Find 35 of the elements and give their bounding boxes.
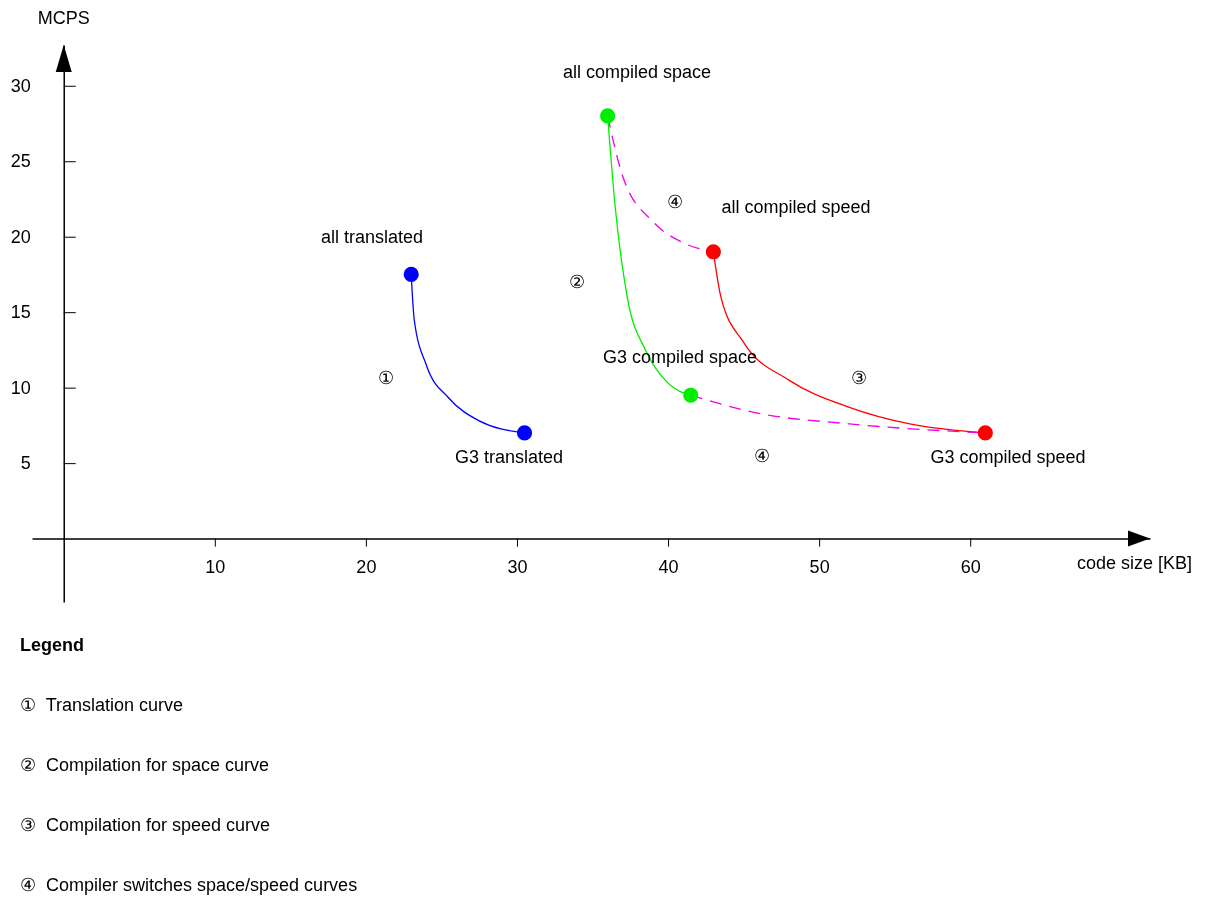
point [705,244,721,260]
y-axis-title: MCPS [37,8,90,28]
y-tick-label: 10 [10,377,31,398]
y-tick-label: 5 [20,453,31,474]
annotation: all compiled speed [721,197,871,217]
x-tick-label: 30 [507,557,528,578]
y-tick-label: 30 [10,76,31,97]
annotation: ② [569,272,585,292]
annotation: G3 compiled speed [930,447,1086,467]
x-tick-label: 10 [205,557,226,578]
annotation: ④ [667,192,683,212]
x-tick-label: 50 [809,557,830,578]
x-tick-label: 60 [960,557,981,578]
point [516,425,533,441]
text: ② Compilation for space curve [20,755,270,775]
y-tick-label: 20 [10,226,31,247]
x-tick-label: 20 [356,557,377,578]
point [977,425,993,441]
point [600,108,616,124]
annotation: all compiled space [562,62,712,82]
annotation: ③ [851,368,867,388]
annotation: G3 translated [454,447,564,467]
point [403,266,419,282]
annotation: ① [378,368,394,388]
text: Legend [20,635,85,655]
y-tick-label: 25 [10,151,31,172]
annotation: ④ [754,446,770,466]
x-axis-title: code size [KB] [1076,552,1192,573]
text: ③ Compilation for speed curve [20,815,271,835]
text: ④ Compiler switches space/speed curves [20,875,358,895]
x-tick-label: 40 [658,557,679,578]
text: ① Translation curve [20,695,184,715]
point [683,387,699,403]
annotation: all translated [320,227,424,247]
y-tick-label: 15 [10,302,31,323]
